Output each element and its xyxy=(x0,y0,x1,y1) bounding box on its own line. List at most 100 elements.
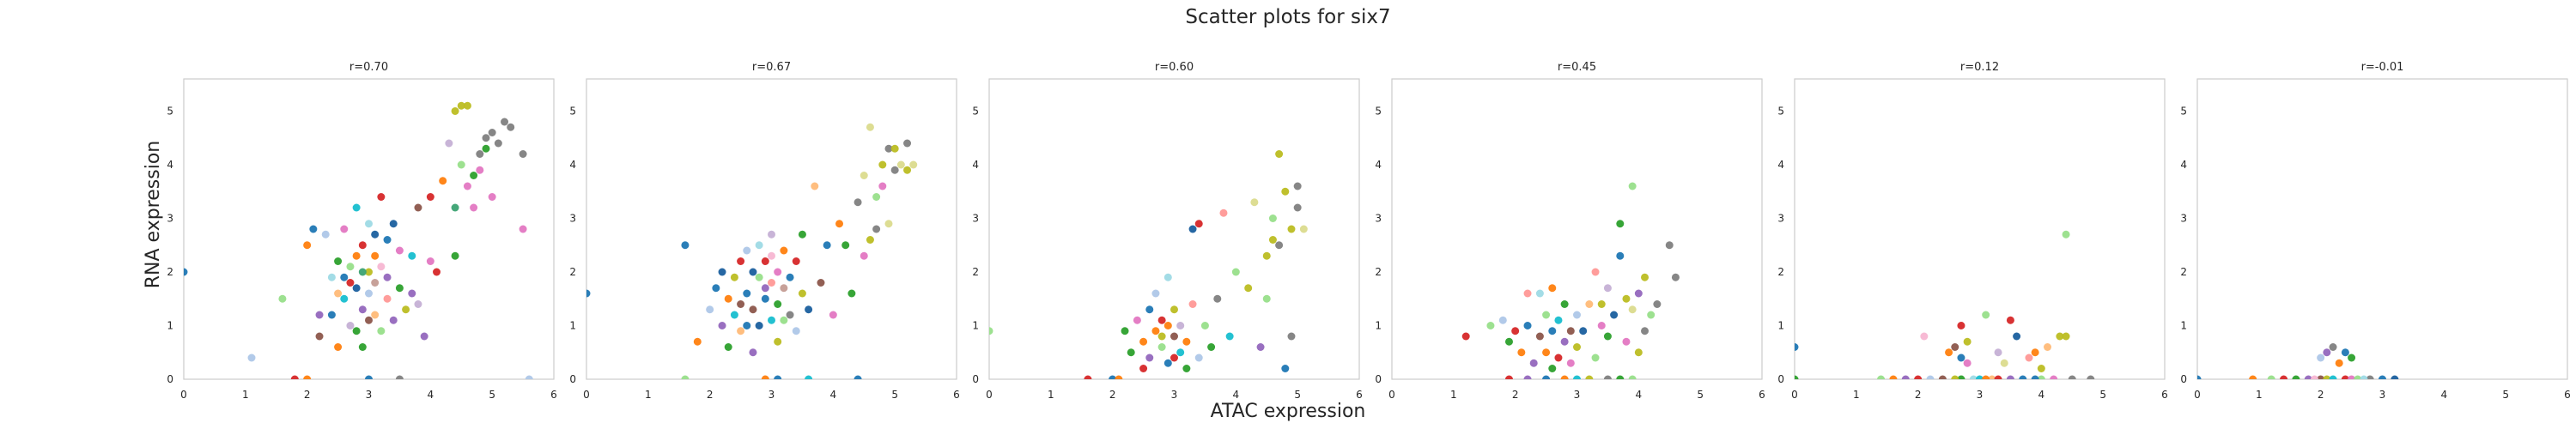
figure-suptitle: Scatter plots for six7 xyxy=(1185,6,1390,28)
data-point xyxy=(761,375,769,379)
data-point xyxy=(365,289,373,298)
data-point xyxy=(989,327,993,335)
data-point xyxy=(1133,316,1141,324)
data-point xyxy=(878,182,887,190)
data-point xyxy=(1573,343,1581,351)
data-point xyxy=(835,220,844,228)
data-point xyxy=(768,251,775,260)
x-tick-label: 6 xyxy=(550,389,557,401)
data-point xyxy=(693,337,702,346)
y-tick-label: 0 xyxy=(972,373,979,385)
data-point xyxy=(2348,375,2356,379)
data-point xyxy=(1597,322,1606,329)
data-point xyxy=(1151,327,1160,335)
data-point xyxy=(1145,353,1154,362)
data-point xyxy=(457,160,465,169)
data-point xyxy=(1566,327,1575,335)
data-point xyxy=(365,268,373,276)
data-point xyxy=(761,294,769,303)
data-point xyxy=(1616,375,1625,379)
x-tick-label: 5 xyxy=(891,389,898,401)
data-point xyxy=(1548,284,1557,293)
y-tick-label: 0 xyxy=(167,373,173,385)
data-point xyxy=(327,311,336,319)
data-point xyxy=(494,139,502,148)
data-point xyxy=(1523,375,1532,379)
data-point xyxy=(290,375,299,379)
x-tick-label: 6 xyxy=(953,389,960,401)
data-point xyxy=(1535,332,1544,341)
data-point xyxy=(470,203,478,212)
data-point xyxy=(1542,311,1551,319)
data-point xyxy=(780,284,788,293)
y-tick-label: 3 xyxy=(972,213,979,225)
y-tick-label: 0 xyxy=(2180,373,2187,385)
data-point xyxy=(1616,220,1625,228)
data-point xyxy=(482,144,490,153)
y-tick-label: 5 xyxy=(569,106,576,118)
x-tick-label: 4 xyxy=(1636,389,1643,401)
data-point xyxy=(1517,348,1526,357)
y-tick-label: 2 xyxy=(569,266,576,278)
data-point xyxy=(798,289,806,298)
data-point xyxy=(1591,353,1600,362)
x-tick-label: 6 xyxy=(2564,389,2571,401)
data-point xyxy=(866,123,874,131)
data-point xyxy=(681,241,690,250)
data-point xyxy=(1194,353,1203,362)
y-tick-label: 5 xyxy=(2180,106,2187,118)
data-point xyxy=(507,123,515,131)
data-point xyxy=(334,289,343,298)
y-tick-label: 5 xyxy=(1777,106,1784,118)
y-tick-label: 2 xyxy=(972,266,979,278)
data-point xyxy=(1293,203,1302,212)
data-point xyxy=(2044,343,2052,351)
points-group xyxy=(1461,182,1680,379)
data-point xyxy=(1170,305,1178,314)
x-tick-label: 2 xyxy=(1109,389,1116,401)
data-point xyxy=(780,246,788,255)
data-point xyxy=(420,332,428,341)
data-point xyxy=(2068,375,2076,379)
data-point xyxy=(1535,289,1544,298)
subplot-title: r=0.70 xyxy=(349,61,388,74)
data-point xyxy=(1486,322,1495,329)
data-point xyxy=(1969,375,1978,379)
data-point xyxy=(755,241,763,250)
data-point xyxy=(352,203,361,212)
data-point xyxy=(890,166,899,174)
data-point xyxy=(1176,348,1185,357)
data-point xyxy=(1579,327,1588,335)
data-point xyxy=(1982,311,1990,319)
data-point xyxy=(1115,375,1123,379)
data-point xyxy=(1275,241,1284,250)
data-point xyxy=(2056,332,2064,341)
data-point xyxy=(389,316,398,324)
data-point xyxy=(1591,268,1600,276)
data-point xyxy=(872,225,881,233)
y-tick-label: 1 xyxy=(2180,320,2187,332)
data-point xyxy=(872,193,881,201)
x-tick-label: 1 xyxy=(1048,389,1054,401)
x-tick-label: 1 xyxy=(1450,389,1457,401)
data-point xyxy=(1914,375,1923,379)
data-point xyxy=(768,316,775,324)
data-point xyxy=(451,107,459,115)
data-point xyxy=(1523,289,1532,298)
x-tick-label: 6 xyxy=(1356,389,1363,401)
x-tick-label: 6 xyxy=(2161,389,2168,401)
data-point xyxy=(2013,332,2021,341)
data-point xyxy=(426,257,434,265)
data-point xyxy=(817,279,825,287)
data-point xyxy=(383,236,392,244)
data-point xyxy=(1616,251,1625,260)
x-tick-label: 0 xyxy=(1791,389,1798,401)
data-point xyxy=(2304,375,2312,379)
data-point xyxy=(829,311,837,319)
data-point xyxy=(786,273,794,281)
data-point xyxy=(1603,332,1612,341)
data-point xyxy=(1275,150,1284,158)
data-point xyxy=(1585,375,1594,379)
data-point xyxy=(909,160,918,169)
x-tick-label: 0 xyxy=(1388,389,1395,401)
